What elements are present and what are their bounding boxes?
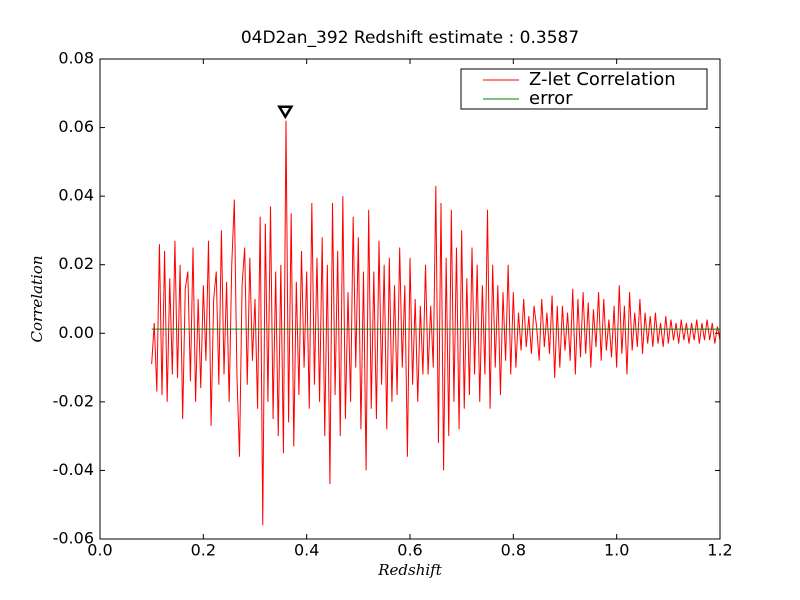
- plot-area: [151, 120, 720, 526]
- x-tick-label: 0.4: [294, 541, 319, 560]
- x-axis-label: Redshift: [377, 561, 442, 579]
- peak-marker: [277, 105, 294, 120]
- y-tick-label: 0.00: [58, 323, 94, 342]
- y-axis-label: Correlation: [28, 256, 46, 343]
- y-tick-label: -0.02: [53, 391, 94, 410]
- y-tick-label: 0.04: [58, 186, 94, 205]
- y-tick-label: 0.02: [58, 254, 94, 273]
- chart-title: 04D2an_392 Redshift estimate : 0.3587: [241, 28, 579, 48]
- y-tick-label: -0.06: [53, 529, 94, 548]
- legend: [460, 68, 708, 110]
- y-tick-label: 0.08: [58, 49, 94, 68]
- y-tick-label: -0.04: [53, 460, 94, 479]
- x-tick-label: 1.0: [604, 541, 629, 560]
- x-tick-label: 0.0: [87, 541, 112, 560]
- x-tick-label: 1.2: [707, 541, 732, 560]
- plot-frame: [99, 58, 721, 540]
- x-tick-label: 0.2: [191, 541, 216, 560]
- x-tick-label: 0.8: [501, 541, 526, 560]
- x-tick-label: 0.6: [397, 541, 422, 560]
- legend-label: error: [529, 88, 573, 109]
- legend-label: Z-let Correlation: [529, 69, 676, 90]
- y-tick-label: 0.06: [58, 117, 94, 136]
